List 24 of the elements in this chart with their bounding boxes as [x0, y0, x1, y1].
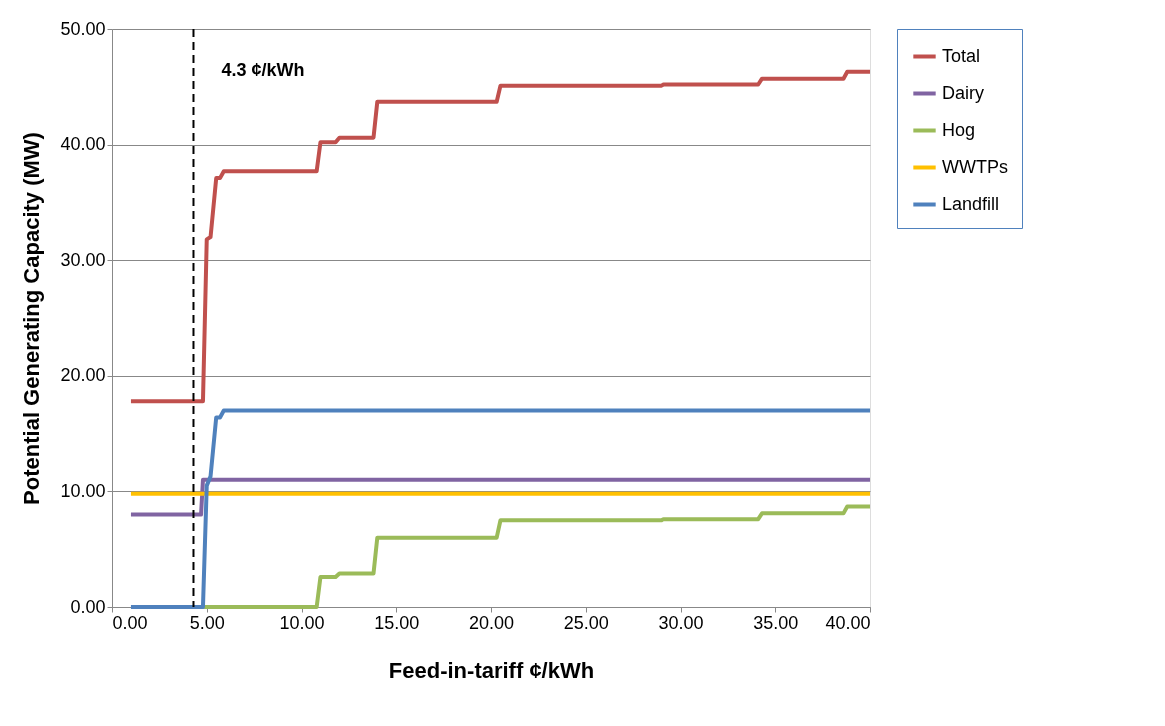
x-tick-label: 15.00 [374, 612, 420, 633]
x-tick-label: 5.00 [189, 612, 225, 633]
x-tick-label: 25.00 [563, 612, 609, 633]
ref-line-label: 4.3 ¢/kWh [221, 60, 305, 80]
y-tick-label: 0.00 [70, 596, 106, 617]
x-tick-label: 10.00 [279, 612, 325, 633]
x-axis-title: Feed-in-tariff ¢/kWh [388, 657, 595, 683]
y-tick-label: 50.00 [60, 18, 106, 39]
y-axis-title: Potential Generating Capacity (MW) [19, 132, 45, 505]
x-tick-label: 30.00 [658, 612, 704, 633]
y-tick-label: 20.00 [60, 365, 106, 386]
legend-label: Total [942, 45, 981, 66]
x-tick-label: 0.00 [112, 612, 148, 633]
legend-label: Dairy [942, 82, 985, 103]
x-tick-label: 20.00 [468, 612, 515, 633]
y-tick-label: 10.00 [60, 480, 106, 501]
x-tick-label: 40.00 [825, 612, 871, 633]
x-tick-label: 35.00 [753, 612, 799, 633]
legend-label: Hog [942, 119, 976, 140]
y-tick-label: 30.00 [60, 249, 106, 270]
line-series [128, 408, 872, 609]
legend-label: Landfill [942, 193, 1000, 214]
legend-label: WWTPs [942, 156, 1008, 177]
y-tick-label: 40.00 [60, 134, 106, 155]
